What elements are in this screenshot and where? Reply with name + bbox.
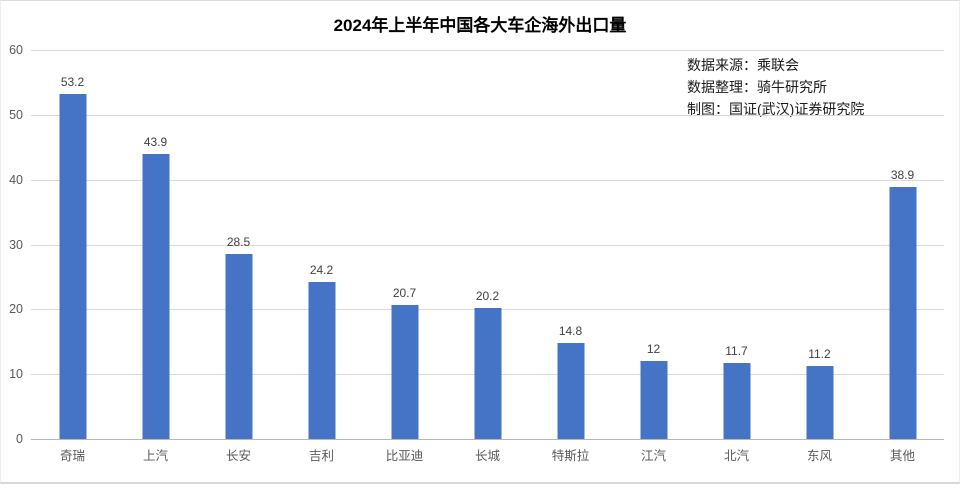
bar-slot: 11.2 bbox=[778, 50, 861, 439]
bar-奇瑞 bbox=[59, 94, 86, 439]
bar-长安 bbox=[225, 254, 252, 439]
x-category-label-吉利: 吉利 bbox=[308, 449, 334, 463]
bar-value-label: 12 bbox=[646, 342, 661, 357]
bar-slot: 28.5 bbox=[197, 50, 280, 439]
bar-slot: 53.2 bbox=[31, 50, 114, 439]
x-category-label-北汽: 北汽 bbox=[723, 449, 749, 463]
chart-title: 2024年上半年中国各大车企海外出口量 bbox=[333, 16, 627, 35]
bar-slot: 12 bbox=[612, 50, 695, 439]
bar-series: 53.2 43.9 28.5 24.2 20.7 20.2 14.8 12 11.7 11.2 38… bbox=[31, 50, 944, 439]
y-tick-label-20: 20 bbox=[9, 302, 23, 317]
bar-value-label: 43.9 bbox=[143, 135, 168, 150]
bar-value-label: 20.2 bbox=[475, 289, 500, 304]
x-category-label-上汽: 上汽 bbox=[142, 449, 168, 463]
x-axis-category-labels: 奇瑞 上汽 长安 吉利 比亚迪 长城 特斯拉 江汽 北汽 东风 其他 bbox=[31, 445, 944, 464]
y-tick-label-30: 30 bbox=[9, 237, 23, 252]
bar-value-label: 11.7 bbox=[725, 344, 748, 359]
annotation-data-source: 数据来源：乘联会 bbox=[687, 57, 799, 73]
bar-value-label: 28.5 bbox=[226, 235, 251, 250]
x-category-label-江汽: 江汽 bbox=[640, 449, 666, 463]
x-category-label-长城: 长城 bbox=[474, 449, 500, 463]
bar-上汽 bbox=[142, 154, 169, 439]
bar-slot: 20.2 bbox=[446, 50, 529, 439]
x-category-label-东风: 东风 bbox=[806, 449, 832, 463]
gridline-40 bbox=[31, 179, 944, 181]
bar-value-label: 20.7 bbox=[392, 285, 417, 300]
gridline-0 bbox=[31, 439, 944, 440]
bar-slot: 14.8 bbox=[529, 50, 612, 439]
x-category-label-其他: 其他 bbox=[889, 449, 915, 463]
x-category-label-特斯拉: 特斯拉 bbox=[551, 449, 590, 463]
bar-长城 bbox=[474, 308, 501, 439]
bar-特斯拉 bbox=[557, 343, 584, 439]
bar-北汽 bbox=[723, 363, 750, 439]
gridline-30 bbox=[31, 244, 944, 246]
annotation-block: 数据来源：乘联会 数据整理：骑牛研究所 制图：国证(武汉)证券研究院 bbox=[687, 54, 864, 120]
plot-area: 53.2 43.9 28.5 24.2 20.7 20.2 14.8 12 11.7 11.2 38… bbox=[31, 50, 944, 440]
y-tick-label-0: 0 bbox=[16, 432, 23, 446]
gridline-50 bbox=[31, 114, 944, 116]
bar-slot: 38.9 bbox=[861, 50, 944, 439]
bar-比亚迪 bbox=[391, 304, 418, 439]
bar-value-label: 14.8 bbox=[558, 324, 583, 339]
y-tick-label-40: 40 bbox=[9, 172, 23, 187]
bar-value-label: 24.2 bbox=[309, 263, 334, 278]
y-axis-tick-labels: 0 10 20 30 40 50 60 bbox=[1, 43, 23, 446]
annotation-chart-maker: 制图：国证(武汉)证券研究院 bbox=[687, 101, 865, 117]
bar-slot: 43.9 bbox=[114, 50, 197, 439]
x-category-label-长安: 长安 bbox=[225, 449, 251, 463]
x-category-label-奇瑞: 奇瑞 bbox=[59, 449, 85, 463]
bar-slot: 11.7 bbox=[695, 50, 778, 439]
bar-slot: 20.7 bbox=[363, 50, 446, 439]
bar-其他 bbox=[889, 186, 916, 439]
x-category-label-比亚迪: 比亚迪 bbox=[385, 449, 424, 463]
annotation-data-compiler: 数据整理：骑牛研究所 bbox=[687, 79, 827, 95]
bar-吉利 bbox=[308, 282, 335, 439]
y-tick-label-10: 10 bbox=[9, 367, 23, 382]
gridline-60 bbox=[31, 50, 944, 51]
bar-东风 bbox=[806, 366, 833, 439]
bar-slot: 24.2 bbox=[280, 50, 363, 439]
y-tick-label-60: 60 bbox=[9, 43, 23, 57]
y-tick-label-50: 50 bbox=[9, 107, 23, 122]
bar-value-label: 38.9 bbox=[890, 167, 915, 182]
bar-value-label: 53.2 bbox=[60, 75, 85, 90]
bar-value-label: 11.2 bbox=[808, 347, 831, 362]
bar-江汽 bbox=[640, 361, 667, 439]
